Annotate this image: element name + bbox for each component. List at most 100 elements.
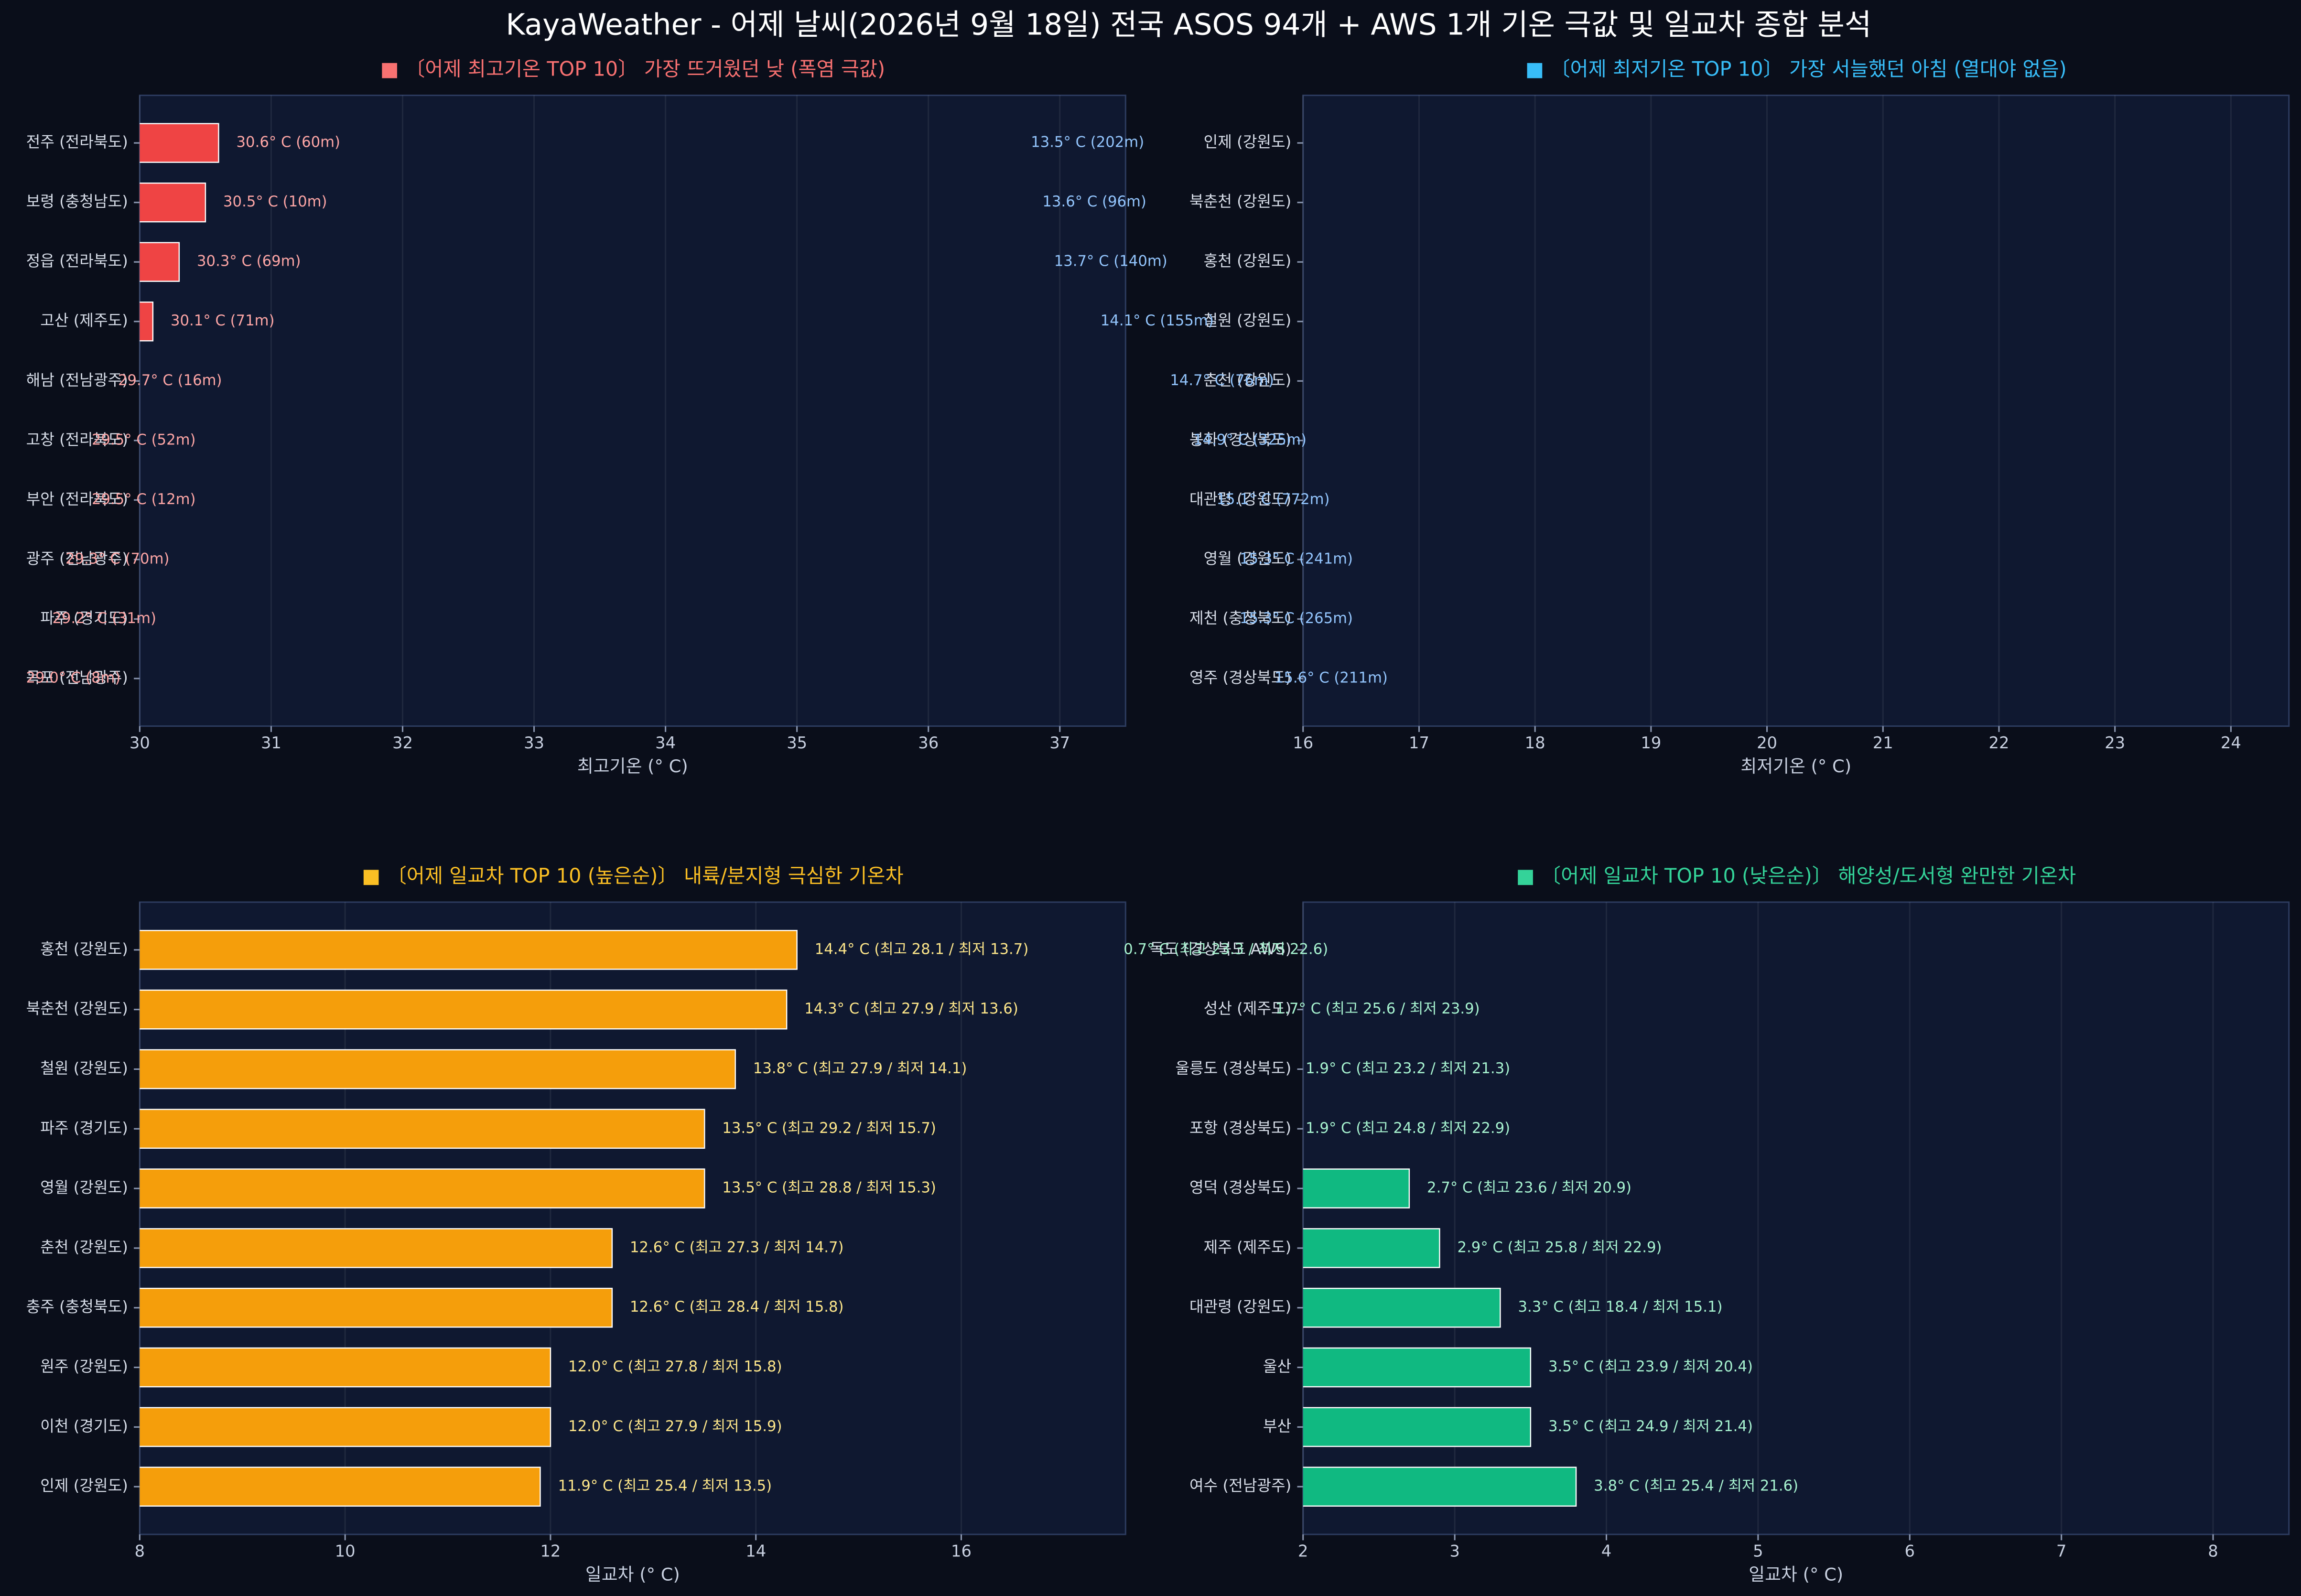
bar xyxy=(1303,1407,1532,1447)
value-label: 1.9° C (최고 24.8 / 최저 22.9) xyxy=(1306,1120,1510,1137)
x-tick-label: 2 xyxy=(1298,1542,1308,1560)
value-label: 1.9° C (최고 23.2 / 최저 21.3) xyxy=(1306,1060,1510,1077)
bars xyxy=(140,930,798,1507)
y-tick-label: 고창 (전라북도) xyxy=(26,431,128,449)
subplot: 8 10 12 14 16 ■ 〔어제 일교차 TOP 10 (높은순)〕 내륙/분지형 … xyxy=(26,864,1126,1585)
y-tick-label: 성산 (제주도) xyxy=(1204,1000,1292,1018)
value-label: 12.6° C (최고 27.3 / 최저 14.7) xyxy=(630,1239,844,1256)
bar xyxy=(140,1467,541,1507)
plot-area xyxy=(1302,95,2290,727)
value-label: 2.7° C (최고 23.6 / 최저 20.9) xyxy=(1427,1180,1631,1197)
x-axis-label: 일교차 (° C) xyxy=(585,1564,680,1585)
x-tick-label: 17 xyxy=(1409,733,1429,752)
y-tick-label: 제주 (제주도) xyxy=(1204,1238,1292,1256)
bar xyxy=(140,989,788,1030)
y-tick-label: 부산 xyxy=(1263,1417,1291,1435)
x-tick-label: 23 xyxy=(2105,733,2125,752)
value-label: 11.9° C (최고 25.4 / 최저 13.5) xyxy=(558,1478,772,1495)
x-tick-label: 6 xyxy=(1905,1542,1915,1560)
bar xyxy=(140,302,154,342)
x-tick-label: 24 xyxy=(2221,733,2241,752)
value-label: 12.6° C (최고 28.4 / 최저 15.8) xyxy=(630,1299,844,1316)
y-tick-label: 춘천 (강원도) xyxy=(1204,371,1292,389)
figure-title: KayaWeather - 어제 날씨(2026년 9월 18일) 전국 ASO… xyxy=(506,8,1871,42)
value-label: 2.9° C (최고 25.8 / 최저 22.9) xyxy=(1458,1239,1662,1256)
y-tick-label: 울산 xyxy=(1263,1358,1291,1376)
bar xyxy=(1303,1168,1410,1208)
value-label: 13.8° C (최고 27.9 / 최저 14.1) xyxy=(753,1060,967,1077)
bar xyxy=(140,1109,705,1149)
value-label: 14.7° C (76m) xyxy=(1170,372,1274,389)
y-tick-label: 정읍 (전라북도) xyxy=(26,252,128,270)
value-label: 12.0° C (최고 27.8 / 최저 15.8) xyxy=(568,1359,782,1375)
x-tick-label: 22 xyxy=(1988,733,2009,752)
x-tick-label: 8 xyxy=(2208,1542,2218,1560)
subplot-title: ■ 〔어제 최고기온 TOP 10〕 가장 뜨거웠던 낮 (폭염 극값) xyxy=(380,57,886,80)
value-label: 29.0° C (8m) xyxy=(26,669,120,686)
x-tick-label: 14 xyxy=(745,1542,766,1560)
value-label: 13.5° C (최고 29.2 / 최저 15.7) xyxy=(722,1120,936,1137)
subplot-title: ■ 〔어제 일교차 TOP 10 (높은순)〕 내륙/분지형 극심한 기온차 xyxy=(362,864,904,887)
value-label: 30.1° C (71m) xyxy=(171,313,275,329)
x-tick-label: 36 xyxy=(918,733,939,752)
x-tick-label: 3 xyxy=(1449,1542,1459,1560)
y-tick-label: 여수 (전남광주) xyxy=(1189,1477,1291,1495)
x-tick-label: 16 xyxy=(951,1542,972,1560)
y-tick-label: 영월 (강원도) xyxy=(40,1178,128,1197)
value-label: 0.7° C (최고 23.3 / 최저 22.6) xyxy=(1123,941,1328,958)
x-tick-label: 18 xyxy=(1525,733,1545,752)
bar xyxy=(140,242,180,282)
bar xyxy=(1303,1467,1577,1507)
value-label: 30.5° C (10m) xyxy=(223,194,327,210)
value-label: 1.7° C (최고 25.6 / 최저 23.9) xyxy=(1275,1001,1480,1017)
value-label: 13.5° C (202m) xyxy=(1031,134,1144,151)
subplot-title: ■ 〔어제 일교차 TOP 10 (낮은순)〕 해양성/도서형 완만한 기온차 xyxy=(1516,864,2076,887)
value-label: 3.5° C (최고 23.9 / 최저 20.4) xyxy=(1548,1359,1753,1375)
bar xyxy=(140,182,206,223)
y-tick-label: 대관령 (강원도) xyxy=(1189,1298,1291,1316)
bar xyxy=(1303,1347,1532,1388)
value-label: 13.6° C (96m) xyxy=(1042,194,1146,210)
value-label: 15.3° C (241m) xyxy=(1240,550,1353,567)
x-tick-label: 12 xyxy=(540,1542,561,1560)
x-tick-label: 34 xyxy=(655,733,676,752)
y-tick-label: 보령 (충청남도) xyxy=(26,193,128,211)
x-tick-label: 37 xyxy=(1049,733,1070,752)
value-label: 15.3° C (265m) xyxy=(1240,610,1353,627)
y-tick-label: 춘천 (강원도) xyxy=(40,1238,128,1256)
y-tick-label: 광주 (전남광주) xyxy=(26,550,128,568)
subplot: 30 31 32 33 34 35 36 37 ■ 〔어제 최고기온 TOP 10〕 가장 뜨거… xyxy=(26,57,1126,776)
y-tick-label: 파주 (경기도) xyxy=(40,1119,128,1137)
y-tick-label: 울릉도 (경상북도) xyxy=(1175,1059,1291,1077)
y-tick-label: 인제 (강원도) xyxy=(40,1477,128,1495)
x-tick-label: 5 xyxy=(1753,1542,1763,1560)
value-label: 14.4° C (최고 28.1 / 최저 13.7) xyxy=(815,941,1028,958)
x-tick-label: 19 xyxy=(1641,733,1661,752)
x-tick-label: 32 xyxy=(392,733,413,752)
value-label: 29.5° C (52m) xyxy=(92,431,196,448)
y-tick-label: 대관령 (강원도) xyxy=(1189,490,1291,508)
value-label: 15.6° C (211m) xyxy=(1275,669,1388,686)
x-tick-label: 7 xyxy=(2056,1542,2066,1560)
y-tick-label: 제천 (충청북도) xyxy=(1189,609,1291,627)
y-tick-label: 고산 (제주도) xyxy=(40,312,128,330)
value-label: 14.9° C (325m) xyxy=(1193,431,1307,448)
value-label: 14.3° C (최고 27.9 / 최저 13.6) xyxy=(804,1001,1018,1017)
y-tick-label: 충주 (충청북도) xyxy=(26,1298,128,1316)
x-tick-label: 20 xyxy=(1757,733,1777,752)
value-label: 30.3° C (69m) xyxy=(197,253,301,270)
bar xyxy=(140,1287,613,1328)
y-tick-label: 북춘천 (강원도) xyxy=(26,1000,128,1018)
y-tick-label: 홍천 (강원도) xyxy=(1204,252,1292,270)
bars xyxy=(140,123,219,342)
y-tick-label: 봉화 (경상북도) xyxy=(1189,431,1291,449)
value-label: 14.1° C (155m) xyxy=(1101,313,1214,329)
value-label: 29.7° C (16m) xyxy=(118,372,222,389)
y-tick-label: 북춘천 (강원도) xyxy=(1189,193,1291,211)
x-tick-label: 16 xyxy=(1293,733,1313,752)
x-tick-label: 8 xyxy=(135,1542,145,1560)
value-label: 3.8° C (최고 25.4 / 최저 21.6) xyxy=(1594,1478,1798,1495)
x-axis-label: 일교차 (° C) xyxy=(1749,1564,1843,1585)
bar xyxy=(140,123,219,163)
